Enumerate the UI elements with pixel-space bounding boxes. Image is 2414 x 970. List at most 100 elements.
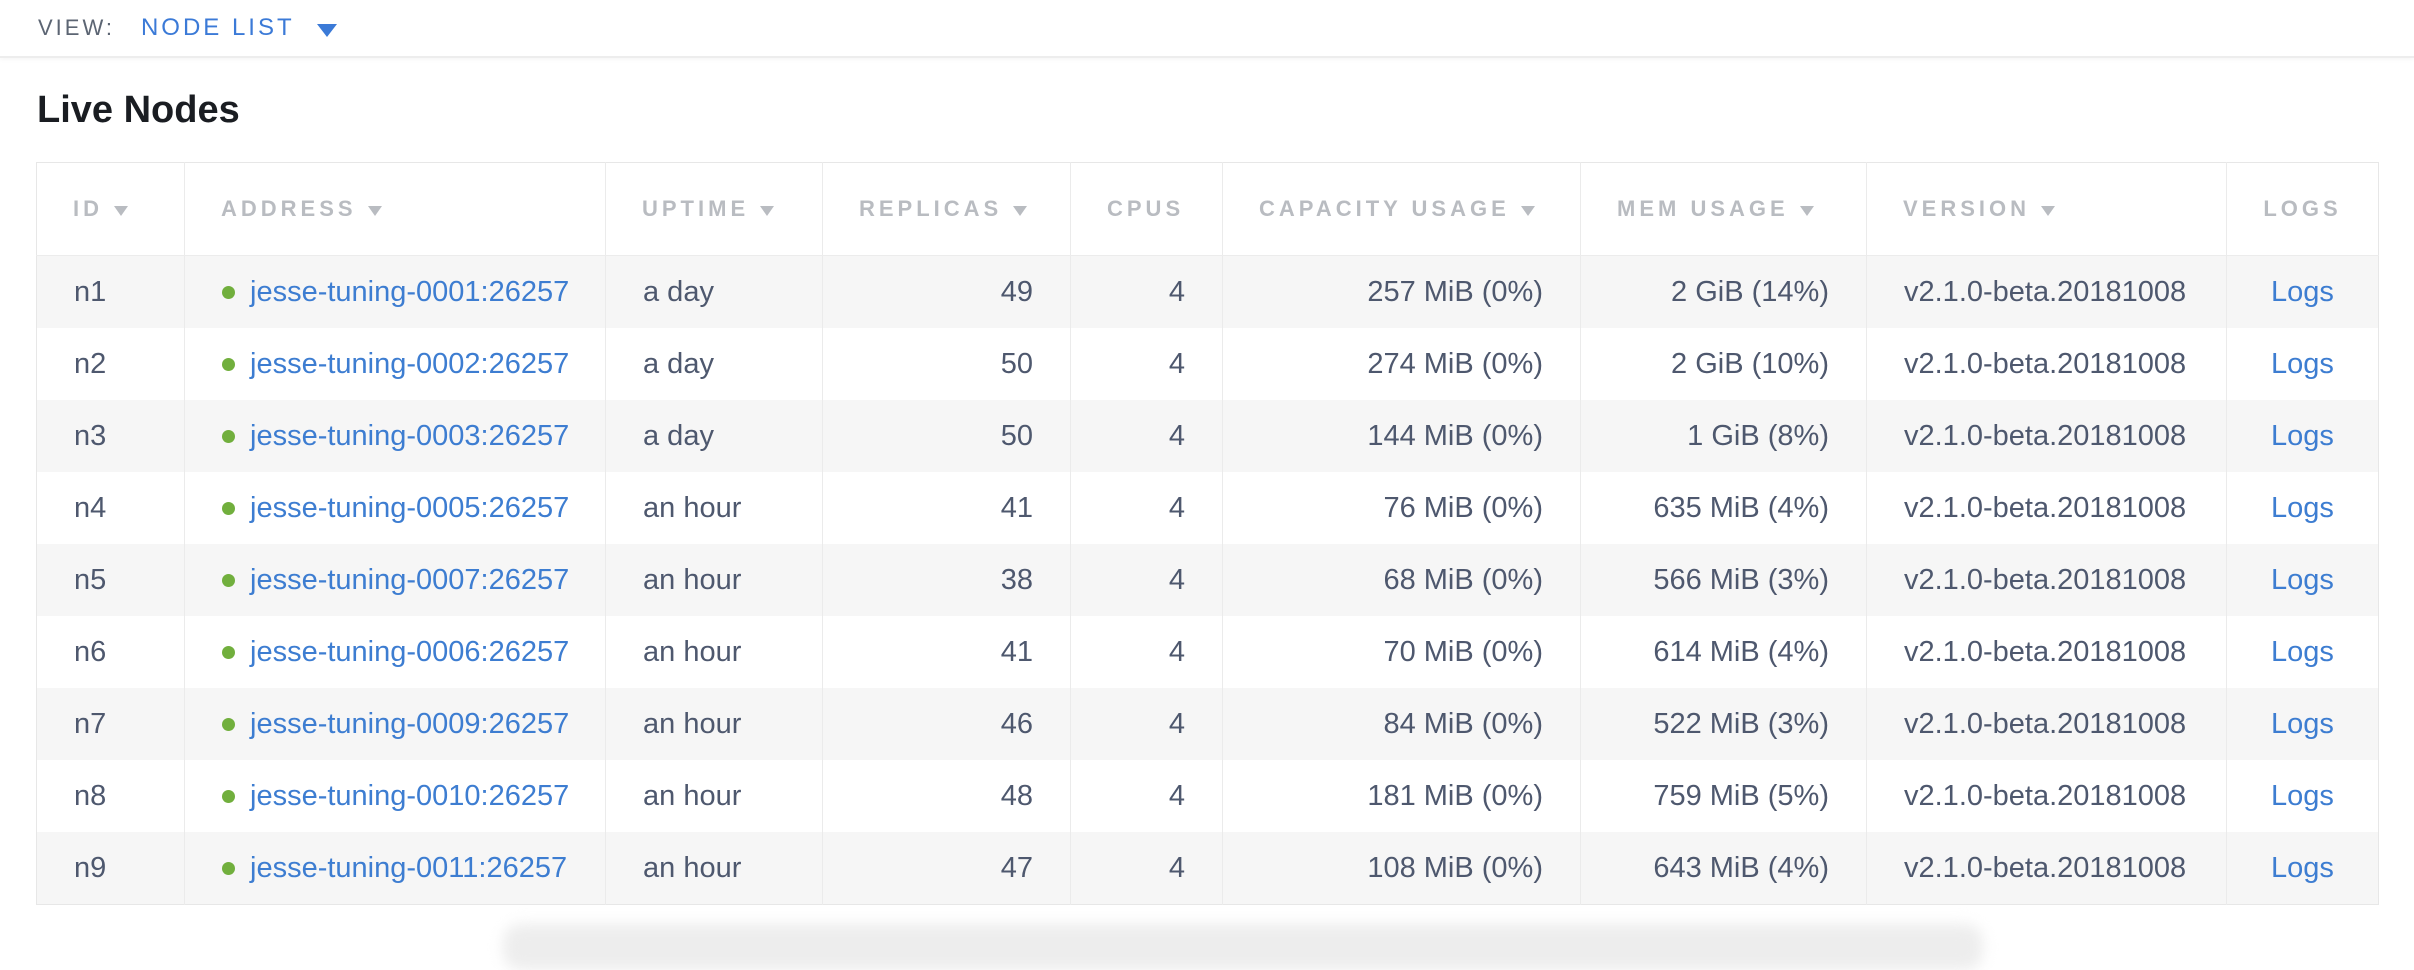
logs-link[interactable]: Logs <box>2271 563 2334 596</box>
logs-link[interactable]: Logs <box>2271 419 2334 452</box>
cell-cpus: 4 <box>1070 616 1223 688</box>
cell-mem: 614 MiB (4%) <box>1580 616 1867 688</box>
cell-replicas: 48 <box>822 760 1071 832</box>
live-node-dot-icon <box>222 285 235 299</box>
logs-link[interactable]: Logs <box>2271 707 2334 740</box>
logs-link[interactable]: Logs <box>2271 347 2334 380</box>
cell-uptime: a day <box>605 400 823 472</box>
cell-mem: 2 GiB (10%) <box>1580 328 1867 400</box>
next-section-shadow <box>503 924 1983 970</box>
view-dropdown[interactable]: NODE LIST <box>141 14 337 42</box>
column-label: CAPACITY USAGE <box>1259 196 1510 221</box>
cell-replicas: 46 <box>822 688 1071 760</box>
cell-version: v2.1.0-beta.20181008 <box>1866 255 2227 328</box>
cell-address: jesse-tuning-0006:26257 <box>184 616 606 688</box>
column-header-capacity[interactable]: CAPACITY USAGE <box>1222 162 1581 256</box>
cell-replicas: 38 <box>822 544 1071 616</box>
node-address-link[interactable]: jesse-tuning-0002:26257 <box>250 347 570 380</box>
cell-capacity: 68 MiB (0%) <box>1222 544 1581 616</box>
view-dropdown-value: NODE LIST <box>140 14 295 41</box>
node-address-link[interactable]: jesse-tuning-0010:26257 <box>250 779 570 812</box>
cell-logs: Logs <box>2226 400 2379 472</box>
live-nodes-table-container: ID ADDRESS UPTIME REPLICAS CPUS CAPACITY USAG… <box>36 162 2414 905</box>
node-address-link[interactable]: jesse-tuning-0009:26257 <box>250 707 570 740</box>
cell-logs: Logs <box>2226 544 2379 616</box>
node-address-link[interactable]: jesse-tuning-0011:26257 <box>250 851 568 884</box>
cell-logs: Logs <box>2226 255 2379 328</box>
cell-id: n1 <box>74 275 107 308</box>
column-header-logs: LOGS <box>2226 162 2379 256</box>
column-header-replicas[interactable]: REPLICAS <box>822 162 1071 256</box>
cell-uptime: an hour <box>605 616 823 688</box>
cell-uptime: an hour <box>605 544 823 616</box>
logs-link[interactable]: Logs <box>2271 635 2334 668</box>
cell-capacity: 181 MiB (0%) <box>1222 760 1581 832</box>
table-row: n1 jesse-tuning-0001:26257 a day 49 4 257 MiB… <box>36 255 2379 328</box>
view-label: VIEW: <box>38 15 115 40</box>
view-selector-bar: VIEW: NODE LIST <box>0 0 2414 58</box>
logs-link[interactable]: Logs <box>2271 779 2334 812</box>
cell-capacity: 257 MiB (0%) <box>1222 255 1581 328</box>
live-node-dot-icon <box>222 717 235 731</box>
address-cell-content: jesse-tuning-0011:26257 <box>222 852 568 885</box>
cell-version: v2.1.0-beta.20181008 <box>1866 760 2227 832</box>
cell-cpus: 4 <box>1070 832 1223 905</box>
cell-version: v2.1.0-beta.20181008 <box>1866 688 2227 760</box>
live-nodes-table: ID ADDRESS UPTIME REPLICAS CPUS CAPACITY USAG… <box>36 162 2379 905</box>
cell-replicas: 47 <box>822 832 1071 905</box>
cell-version: v2.1.0-beta.20181008 <box>1866 400 2227 472</box>
sort-caret-icon <box>760 206 775 216</box>
node-address-link[interactable]: jesse-tuning-0005:26257 <box>250 491 570 524</box>
node-address-link[interactable]: jesse-tuning-0007:26257 <box>250 563 570 596</box>
logs-link[interactable]: Logs <box>2271 275 2334 308</box>
cell-address: jesse-tuning-0003:26257 <box>184 400 606 472</box>
column-header-version[interactable]: VERSION <box>1866 162 2227 256</box>
cell-version: v2.1.0-beta.20181008 <box>1866 616 2227 688</box>
cell-address: jesse-tuning-0009:26257 <box>184 688 606 760</box>
column-label: ID <box>73 196 103 221</box>
cell-id: n7 <box>74 707 107 740</box>
live-node-dot-icon <box>222 429 235 443</box>
cell-cpus: 4 <box>1070 688 1223 760</box>
live-node-dot-icon <box>222 645 235 659</box>
column-label: UPTIME <box>642 196 750 221</box>
cell-capacity: 108 MiB (0%) <box>1222 832 1581 905</box>
address-cell-content: jesse-tuning-0006:26257 <box>222 635 570 669</box>
node-address-link[interactable]: jesse-tuning-0003:26257 <box>250 419 570 452</box>
cell-address: jesse-tuning-0010:26257 <box>184 760 606 832</box>
live-node-dot-icon <box>222 861 235 875</box>
node-address-link[interactable]: jesse-tuning-0001:26257 <box>250 275 570 308</box>
address-cell-content: jesse-tuning-0003:26257 <box>222 419 570 453</box>
logs-link[interactable]: Logs <box>2271 491 2334 524</box>
column-header-uptime[interactable]: UPTIME <box>605 162 823 256</box>
page-title: Live Nodes <box>37 89 240 131</box>
cell-address: jesse-tuning-0002:26257 <box>184 328 606 400</box>
cell-capacity: 274 MiB (0%) <box>1222 328 1581 400</box>
cell-mem: 566 MiB (3%) <box>1580 544 1867 616</box>
table-row: n4 jesse-tuning-0005:26257 an hour 41 4 76 Mi… <box>37 472 2379 544</box>
column-header-address[interactable]: ADDRESS <box>184 162 606 256</box>
table-row: n2 jesse-tuning-0002:26257 a day 50 4 274 MiB… <box>37 328 2379 400</box>
cell-mem: 635 MiB (4%) <box>1580 472 1867 544</box>
cell-cpus: 4 <box>1070 760 1223 832</box>
address-cell-content: jesse-tuning-0005:26257 <box>222 491 570 525</box>
cell-uptime: an hour <box>605 472 823 544</box>
table-row: n7 jesse-tuning-0009:26257 an hour 46 4 84 Mi… <box>36 688 2379 760</box>
table-row: n6 jesse-tuning-0006:26257 an hour 41 4 70 Mi… <box>37 616 2379 688</box>
column-label: MEM USAGE <box>1617 196 1789 221</box>
cell-uptime: a day <box>605 255 823 328</box>
node-address-link[interactable]: jesse-tuning-0006:26257 <box>250 635 570 668</box>
cell-capacity: 76 MiB (0%) <box>1222 472 1581 544</box>
column-label: LOGS <box>2263 196 2342 221</box>
sort-caret-icon <box>2041 206 2056 216</box>
live-node-dot-icon <box>222 789 235 803</box>
cell-id: n8 <box>74 779 107 812</box>
chevron-down-icon <box>316 23 337 37</box>
column-header-id[interactable]: ID <box>36 162 185 256</box>
table-row: n5 jesse-tuning-0007:26257 an hour 38 4 68 Mi… <box>36 544 2379 616</box>
logs-link[interactable]: Logs <box>2271 851 2334 884</box>
cell-uptime: a day <box>605 328 823 400</box>
column-label: CPUS <box>1107 196 1185 221</box>
column-header-mem[interactable]: MEM USAGE <box>1580 162 1867 256</box>
cell-mem: 522 MiB (3%) <box>1580 688 1867 760</box>
